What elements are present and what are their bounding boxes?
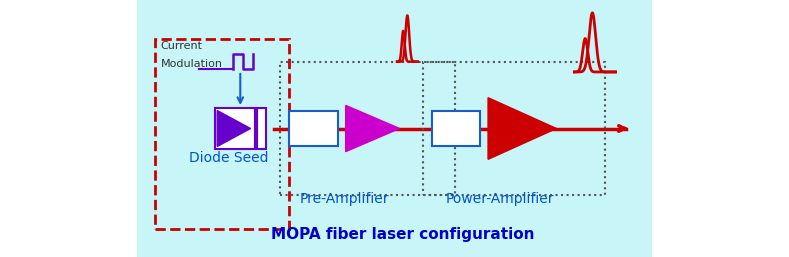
Text: Pre-Amplifier: Pre-Amplifier (299, 192, 389, 206)
Text: Diode Seed: Diode Seed (189, 151, 268, 165)
Bar (432, 111, 481, 146)
Bar (155, 39, 289, 229)
Text: MOPA fiber laser configuration: MOPA fiber laser configuration (271, 227, 535, 242)
Polygon shape (488, 98, 556, 159)
Bar (423, 62, 605, 195)
Text: Power-Amplifier: Power-Amplifier (446, 192, 555, 206)
Bar (289, 111, 338, 146)
Text: Modulation: Modulation (161, 59, 222, 69)
Text: Current: Current (161, 41, 203, 51)
Polygon shape (217, 111, 251, 146)
Polygon shape (346, 105, 400, 152)
FancyBboxPatch shape (133, 0, 656, 257)
Bar (280, 62, 455, 195)
Bar (215, 108, 266, 149)
